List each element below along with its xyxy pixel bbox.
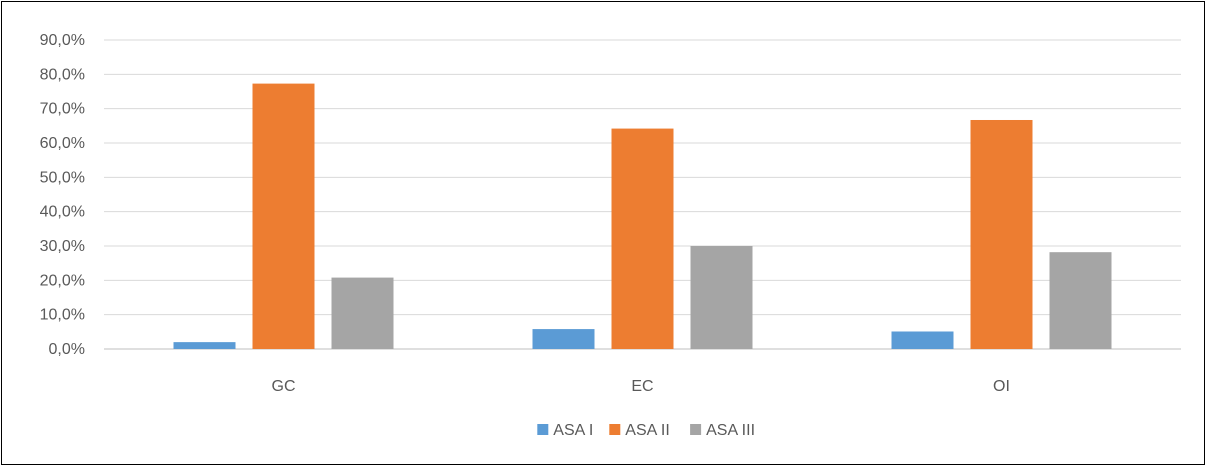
bar-asa-i-gc bbox=[173, 342, 236, 349]
bar-asa-i-oi bbox=[891, 331, 954, 349]
legend: ASA I ASA II ASA III bbox=[537, 422, 755, 439]
y-tick-label: 50,0% bbox=[40, 169, 85, 186]
y-tick-label: 20,0% bbox=[40, 272, 85, 289]
bars bbox=[173, 83, 1112, 349]
legend-swatch bbox=[609, 424, 621, 435]
y-tick-label: 70,0% bbox=[40, 101, 85, 118]
y-tick-label: 30,0% bbox=[40, 238, 85, 255]
y-tick-label: 0,0% bbox=[49, 341, 85, 358]
x-axis-categories: GC EC OI bbox=[272, 378, 1010, 395]
x-category-label: EC bbox=[631, 378, 653, 395]
y-tick-label: 90,0% bbox=[40, 32, 85, 49]
legend-label: ASA I bbox=[553, 422, 593, 439]
legend-item: ASA II bbox=[609, 422, 670, 439]
legend-label: ASA III bbox=[706, 422, 755, 439]
y-tick-label: 40,0% bbox=[40, 204, 85, 221]
bar-asa-iii-ec bbox=[690, 246, 753, 349]
bar-asa-iii-gc bbox=[331, 277, 394, 349]
x-category-label: OI bbox=[993, 378, 1010, 395]
y-axis-ticks: 0,0% 10,0% 20,0% 30,0% 40,0% 50,0% 60,0% 70,0% 8… bbox=[40, 32, 85, 358]
bar-asa-ii-oi bbox=[970, 119, 1033, 349]
legend-swatch bbox=[690, 424, 702, 435]
y-tick-label: 10,0% bbox=[40, 307, 85, 324]
y-tick-label: 80,0% bbox=[40, 66, 85, 83]
legend-swatch bbox=[537, 424, 549, 435]
bar-asa-ii-gc bbox=[252, 83, 315, 349]
legend-item: ASA III bbox=[690, 422, 755, 439]
legend-label: ASA II bbox=[625, 422, 669, 439]
x-category-label: GC bbox=[272, 378, 296, 395]
bar-asa-iii-oi bbox=[1049, 252, 1112, 349]
y-tick-label: 60,0% bbox=[40, 135, 85, 152]
bar-asa-ii-ec bbox=[611, 128, 674, 349]
bar-asa-i-ec bbox=[532, 329, 595, 349]
legend-item: ASA I bbox=[537, 422, 593, 439]
